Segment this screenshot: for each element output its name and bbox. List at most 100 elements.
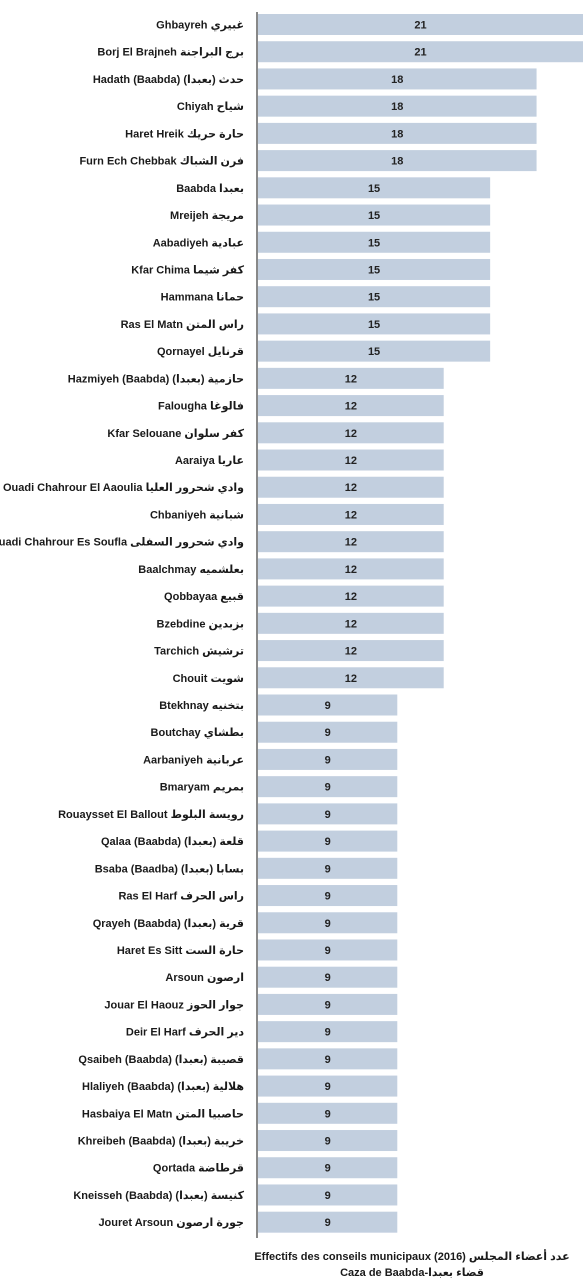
value-label: 9: [325, 782, 331, 794]
value-label: 15: [368, 237, 380, 249]
category-label: Furn Ech Chebbak فرن الشباك: [79, 156, 244, 168]
bar: [258, 721, 398, 743]
category-label: Chouit شويت: [173, 673, 244, 685]
bars-group: [258, 14, 583, 1233]
bar: [258, 939, 398, 961]
category-label: Baabda بعبدا: [176, 183, 244, 195]
value-label: 15: [368, 264, 380, 276]
value-label: 12: [345, 591, 357, 603]
value-label: 9: [325, 809, 331, 821]
bar: [258, 1048, 398, 1070]
category-label: Borj El Brajneh برج البراجنة: [97, 47, 244, 60]
value-label: 9: [325, 1136, 331, 1148]
value-label: 9: [325, 1190, 331, 1202]
bar: [258, 204, 491, 226]
value-label: 12: [345, 618, 357, 630]
value-label: 15: [368, 292, 380, 304]
category-label: Kfar Selouane كفر سلوان: [107, 428, 244, 440]
bar: [258, 585, 444, 607]
category-label: Khreibeh (Baabda) خريبة (بعبدا): [78, 1136, 244, 1148]
category-label: Baalchmay بعلشميه: [138, 564, 244, 576]
value-label: 15: [368, 346, 380, 358]
bar: [258, 1157, 398, 1179]
value-label: 9: [325, 972, 331, 984]
value-label: 18: [391, 156, 403, 168]
bar: [258, 1075, 398, 1097]
value-label: 12: [345, 646, 357, 658]
bar: [258, 313, 491, 335]
bar: [258, 667, 444, 689]
category-label: Haret Es Sitt حارة الست: [117, 945, 244, 957]
category-label: Ouadi Chahrour Es Soufla وادي شحرور السف…: [0, 537, 244, 549]
bar: [258, 558, 444, 580]
category-label: Btekhnay بتخنيه: [159, 700, 244, 712]
category-label: Qsaibeh (Baabda) قصيبة (بعبدا): [78, 1054, 244, 1066]
category-label: Ras El Matn راس المتن: [121, 319, 244, 331]
category-label: Faloughа فالوغا: [158, 401, 244, 413]
bar: [258, 776, 398, 798]
category-label: Ghbayreh غبيري: [156, 20, 244, 32]
value-label: 9: [325, 727, 331, 739]
value-label: 9: [325, 1027, 331, 1039]
bar: [258, 367, 444, 389]
bar: [258, 531, 444, 553]
value-label: 12: [345, 482, 357, 494]
category-label: Hazmiyeh (Baabda) حازمية (بعبدا): [68, 373, 244, 385]
value-label: 12: [345, 537, 357, 549]
category-label: Chiyah شياح: [177, 101, 244, 113]
chart-title-line2: Caza de Baabda-قضاء بعبدا: [340, 1267, 484, 1279]
value-label: 12: [345, 564, 357, 576]
value-label: 12: [345, 509, 357, 521]
bar: [258, 912, 398, 934]
bar: [258, 422, 444, 444]
value-label: 9: [325, 1108, 331, 1120]
category-label: Mreijeh مريجة: [170, 210, 244, 222]
value-label: 12: [345, 401, 357, 413]
bar: [258, 503, 444, 525]
bar: [258, 803, 398, 825]
bar: [258, 286, 491, 308]
category-labels-group: Ghbayreh غبيري Borj El Brajneh برج البراج…: [0, 20, 245, 1230]
bar: [258, 993, 398, 1015]
value-label: 9: [325, 700, 331, 712]
category-label: Hammana حمانا: [161, 292, 244, 304]
bar: [258, 150, 537, 172]
bar: [258, 476, 444, 498]
value-label: 18: [391, 74, 403, 86]
category-label: Kfar Chima كفر شيما: [131, 264, 244, 276]
bar: [258, 14, 583, 35]
category-label: Aaraiya عاريا: [175, 455, 244, 467]
bar-chart: Ghbayreh غبيري Borj El Brajneh برج البراج…: [0, 12, 583, 1238]
category-label: Arsoun ارصون: [165, 972, 244, 984]
value-label: 9: [325, 1054, 331, 1066]
bar: [258, 612, 444, 634]
bar: [258, 41, 583, 63]
bar: [258, 122, 537, 144]
category-label: Kneisseh (Baabda) كنيسة (بعبدا): [73, 1190, 244, 1202]
value-label: 21: [414, 47, 426, 59]
category-label: Jouar El Haouz جوار الحوز: [104, 999, 244, 1011]
value-label: 12: [345, 428, 357, 440]
value-label: 15: [368, 319, 380, 331]
bar: [258, 395, 444, 417]
category-label: Bsaba (Baadba) بسابا (بعبدا): [95, 863, 244, 875]
bar: [258, 748, 398, 770]
value-label: 9: [325, 945, 331, 957]
category-label: Qalaa (Baabda) قلعة (بعبدا): [101, 836, 244, 848]
value-label: 15: [368, 210, 380, 222]
value-label: 9: [325, 1217, 331, 1229]
category-label: Rouaysset El Ballout رويسة البلوط: [58, 809, 244, 821]
value-label: 18: [391, 128, 403, 140]
value-label: 9: [325, 863, 331, 875]
value-label: 15: [368, 183, 380, 195]
bar: [258, 231, 491, 253]
value-label: 9: [325, 1081, 331, 1093]
category-label: Jouret Arsoun جورة ارصون: [98, 1217, 244, 1229]
category-label: Hasbaiya El Matn حاصبيا المتن: [82, 1108, 244, 1120]
bar: [258, 1130, 398, 1152]
category-label: Qrayeh (Baabda) قرية (بعبدا): [93, 918, 244, 930]
bar: [258, 1184, 398, 1206]
value-label: 12: [345, 455, 357, 467]
bar: [258, 68, 537, 90]
bar: [258, 694, 398, 716]
